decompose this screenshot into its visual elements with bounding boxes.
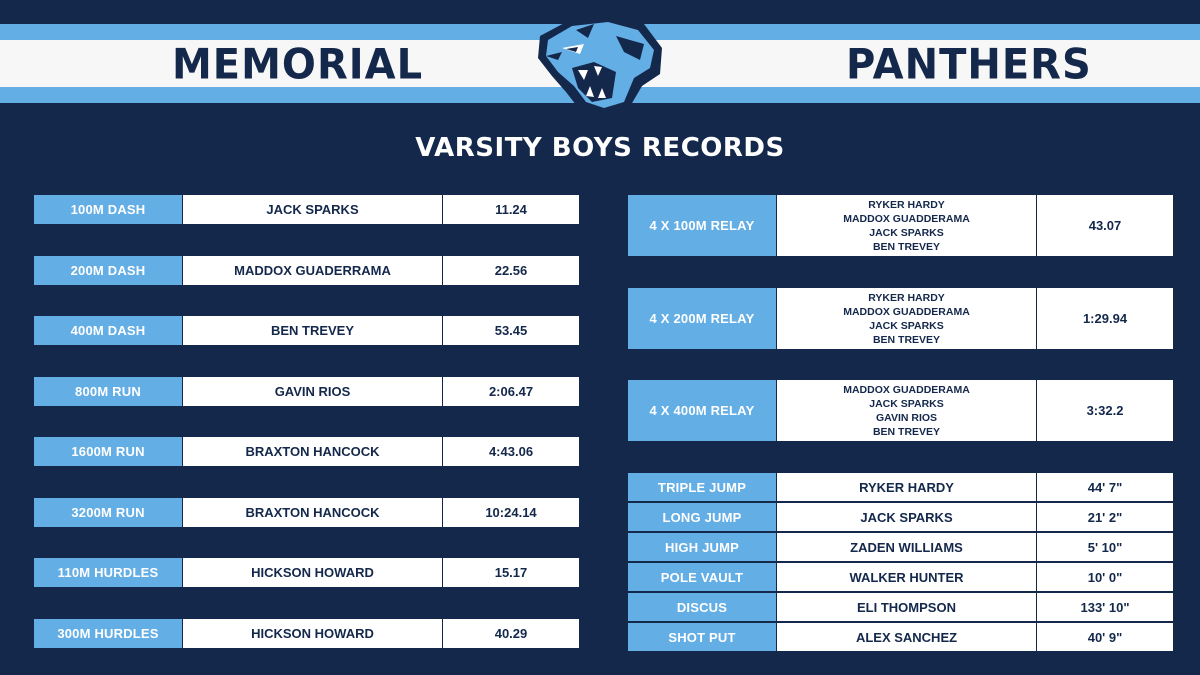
event-label: DISCUS (628, 593, 776, 623)
event-label: SHOT PUT (628, 623, 776, 653)
record-row-1600m: 1600M RUN BRAXTON HANCOCK 4:43.06 (34, 437, 579, 466)
school-name-right: PANTHERS (846, 40, 1092, 90)
athlete-name: BEN TREVEY (182, 316, 442, 345)
record-mark: 53.45 (442, 316, 579, 345)
record-row-high-jump: HIGH JUMP ZADEN WILLIAMS 5' 10" (628, 533, 1173, 563)
record-row-3200m: 3200M RUN BRAXTON HANCOCK 10:24.14 (34, 498, 579, 527)
record-mark: 133' 10" (1036, 593, 1173, 623)
school-name-left: MEMORIAL (172, 40, 424, 90)
record-row-400m: 400M DASH BEN TREVEY 53.45 (34, 316, 579, 345)
athlete-name: MADDOX GUADERRAMA (182, 256, 442, 285)
athlete-name: ZADEN WILLIAMS (776, 533, 1036, 563)
record-row-300m-hurdles: 300M HURDLES HICKSON HOWARD 40.29 (34, 619, 579, 648)
event-label: 4 X 400M RELAY (628, 380, 776, 441)
relay-athlete: JACK SPARKS (869, 397, 944, 410)
athlete-name: BRAXTON HANCOCK (182, 498, 442, 527)
record-row-100m: 100M DASH JACK SPARKS 11.24 (34, 195, 579, 224)
record-row-4x100-relay: 4 X 100M RELAY RYKER HARDY MADDOX GUADDE… (628, 195, 1173, 256)
record-mark: 10' 0" (1036, 563, 1173, 593)
relay-athletes: RYKER HARDY MADDOX GUADDERAMA JACK SPARK… (776, 288, 1036, 349)
event-label: 3200M RUN (34, 498, 182, 527)
event-label: 110M HURDLES (34, 558, 182, 587)
athlete-name: ELI THOMPSON (776, 593, 1036, 623)
record-mark: 40' 9" (1036, 623, 1173, 653)
record-row-4x200-relay: 4 X 200M RELAY RYKER HARDY MADDOX GUADDE… (628, 288, 1173, 349)
relay-athlete: JACK SPARKS (869, 226, 944, 239)
relay-athlete: JACK SPARKS (869, 319, 944, 332)
event-label: 4 X 200M RELAY (628, 288, 776, 349)
event-label: 800M RUN (34, 377, 182, 406)
record-mark: 11.24 (442, 195, 579, 224)
athlete-name: JACK SPARKS (182, 195, 442, 224)
relay-athlete: MADDOX GUADDERAMA (843, 383, 970, 396)
event-label: 1600M RUN (34, 437, 182, 466)
record-mark: 44' 7" (1036, 473, 1173, 503)
record-row-long-jump: LONG JUMP JACK SPARKS 21' 2" (628, 503, 1173, 533)
event-label: 300M HURDLES (34, 619, 182, 648)
panther-head-icon (538, 16, 662, 116)
relay-athlete: BEN TREVEY (872, 425, 941, 438)
record-mark: 3:32.2 (1036, 380, 1173, 441)
record-mark: 1:29.94 (1036, 288, 1173, 349)
record-row-shot-put: SHOT PUT ALEX SANCHEZ 40' 9" (628, 623, 1173, 653)
event-label: 400M DASH (34, 316, 182, 345)
record-mark: 43.07 (1036, 195, 1173, 256)
record-row-triple-jump: TRIPLE JUMP RYKER HARDY 44' 7" (628, 473, 1173, 503)
relay-athlete: RYKER HARDY (868, 198, 945, 211)
athlete-name: RYKER HARDY (776, 473, 1036, 503)
athlete-name: BRAXTON HANCOCK (182, 437, 442, 466)
athlete-name: JACK SPARKS (776, 503, 1036, 533)
record-row-200m: 200M DASH MADDOX GUADERRAMA 22.56 (34, 256, 579, 285)
record-row-110m-hurdles: 110M HURDLES HICKSON HOWARD 15.17 (34, 558, 579, 587)
relay-athlete: BEN TREVEY (872, 240, 941, 253)
athlete-name: HICKSON HOWARD (182, 619, 442, 648)
event-label: TRIPLE JUMP (628, 473, 776, 503)
record-mark: 21' 2" (1036, 503, 1173, 533)
record-row-pole-vault: POLE VAULT WALKER HUNTER 10' 0" (628, 563, 1173, 593)
record-row-discus: DISCUS ELI THOMPSON 133' 10" (628, 593, 1173, 623)
event-label: 4 X 100M RELAY (628, 195, 776, 256)
record-row-800m: 800M RUN GAVIN RIOS 2:06.47 (34, 377, 579, 406)
athlete-name: HICKSON HOWARD (182, 558, 442, 587)
event-label: LONG JUMP (628, 503, 776, 533)
record-mark: 5' 10" (1036, 533, 1173, 563)
record-mark: 4:43.06 (442, 437, 579, 466)
record-mark: 2:06.47 (442, 377, 579, 406)
relay-athlete: BEN TREVEY (872, 333, 941, 346)
athlete-name: WALKER HUNTER (776, 563, 1036, 593)
record-mark: 22.56 (442, 256, 579, 285)
record-mark: 10:24.14 (442, 498, 579, 527)
relay-athlete: RYKER HARDY (868, 291, 945, 304)
event-label: POLE VAULT (628, 563, 776, 593)
relay-athlete: GAVIN RIOS (875, 411, 938, 424)
relay-athlete: MADDOX GUADDERAMA (843, 212, 970, 225)
event-label: 200M DASH (34, 256, 182, 285)
relay-athletes: RYKER HARDY MADDOX GUADDERAMA JACK SPARK… (776, 195, 1036, 256)
athlete-name: GAVIN RIOS (182, 377, 442, 406)
event-label: 100M DASH (34, 195, 182, 224)
record-mark: 15.17 (442, 558, 579, 587)
relay-athlete: MADDOX GUADDERAMA (843, 305, 970, 318)
record-row-4x400-relay: 4 X 400M RELAY MADDOX GUADDERAMA JACK SP… (628, 380, 1173, 441)
relay-athletes: MADDOX GUADDERAMA JACK SPARKS GAVIN RIOS… (776, 380, 1036, 441)
athlete-name: ALEX SANCHEZ (776, 623, 1036, 653)
record-mark: 40.29 (442, 619, 579, 648)
page-title: VARSITY BOYS RECORDS (415, 133, 785, 163)
event-label: HIGH JUMP (628, 533, 776, 563)
